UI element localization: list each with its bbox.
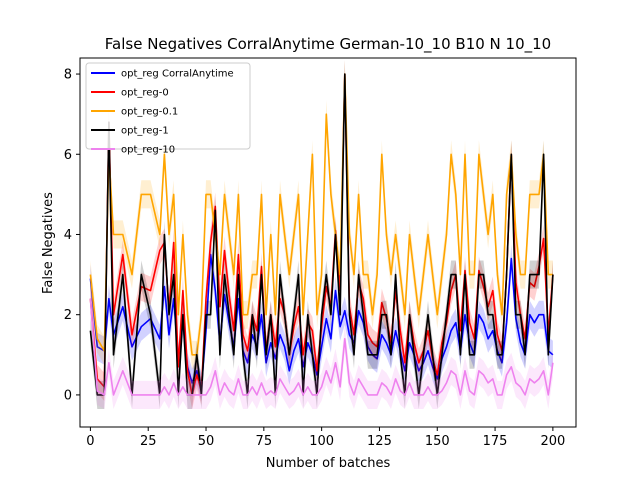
x-tick-label: 100 — [309, 434, 334, 449]
x-tick-label: 175 — [483, 434, 508, 449]
legend-label-opt-reg-corralanytime: opt_reg CorralAnytime — [121, 69, 234, 80]
y-axis: 0 2 4 6 8 — [64, 68, 80, 403]
y-tick-label: 2 — [64, 308, 72, 323]
y-tick-label: 4 — [64, 228, 72, 243]
x-tick-label: 0 — [86, 434, 94, 449]
series-line-opt-reg-10 — [89, 298, 554, 396]
x-tick-label: 25 — [140, 434, 157, 449]
axes-frame — [79, 57, 577, 428]
x-tick-label: 75 — [256, 434, 273, 449]
x-axis: 0 25 50 75 100 125 150 175 200 — [86, 427, 565, 449]
y-tick-label: 0 — [64, 388, 72, 403]
legend-label-opt-reg-1: opt_reg-1 — [121, 126, 169, 137]
legend-box — [85, 62, 251, 150]
x-tick-label: 150 — [425, 434, 450, 449]
y-tick-label: 6 — [64, 148, 72, 163]
band-opt-reg-0 — [90, 60, 553, 409]
x-tick-label: 50 — [198, 434, 215, 449]
chart-title: False Negatives CorralAnytime German-10_… — [105, 35, 551, 54]
legend-label-opt-reg-10: opt_reg-10 — [121, 145, 175, 156]
legend-label-opt-reg-0-1: opt_reg-0.1 — [121, 107, 178, 118]
x-tick-label: 125 — [367, 434, 392, 449]
y-tick-label: 8 — [64, 68, 72, 83]
x-tick-label: 200 — [540, 434, 565, 449]
plot-area — [89, 60, 554, 409]
legend-label-opt-reg-0: opt_reg-0 — [121, 88, 169, 99]
series-line-opt-reg-corralanytime — [89, 253, 554, 388]
y-axis-label: False Negatives — [41, 192, 56, 294]
series-group — [89, 60, 554, 409]
legend: opt_reg CorralAnytime opt_reg-0 opt_reg-0.… — [85, 62, 251, 156]
x-axis-label: Number of batches — [266, 456, 391, 471]
